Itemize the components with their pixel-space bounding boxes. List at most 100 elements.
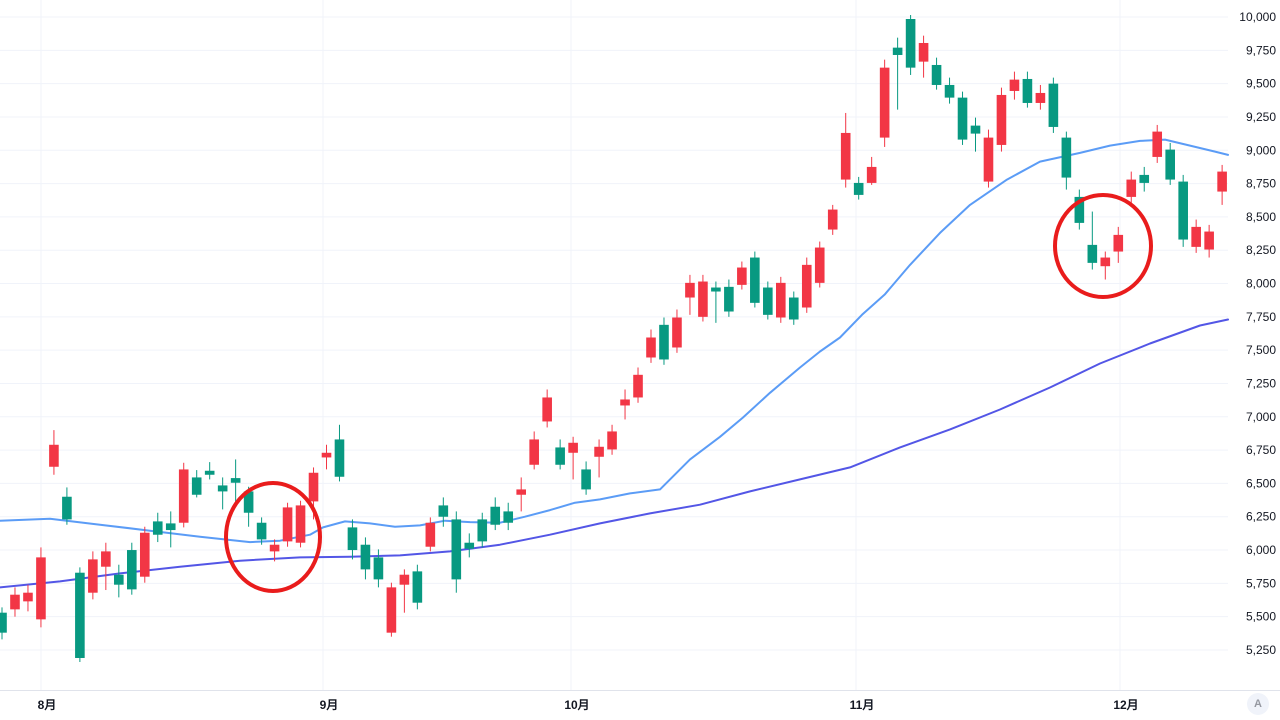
candle: [114, 564, 124, 598]
candle: [464, 533, 475, 558]
candle: [672, 309, 682, 353]
candle-body: [996, 94, 1007, 145]
time-axis-label: 12月: [1113, 698, 1138, 712]
price-axis-label: 8,750: [1246, 177, 1276, 191]
candle-body: [1100, 257, 1111, 267]
candle: [814, 241, 825, 288]
candles-layer: [0, 15, 1227, 662]
candle-body: [230, 478, 241, 483]
candle-body: [295, 505, 306, 543]
candle-body: [698, 281, 708, 317]
attribution-badge[interactable]: A: [1247, 693, 1269, 715]
candle-body: [49, 444, 59, 467]
price-axis-label: 6,250: [1246, 510, 1276, 524]
candle-body: [178, 469, 189, 523]
candle-body: [1126, 179, 1137, 197]
candle: [373, 549, 384, 588]
candle: [88, 551, 98, 600]
candle: [1217, 164, 1227, 205]
candle-body: [931, 64, 942, 85]
candle: [334, 424, 345, 482]
price-axis-label: 8,250: [1246, 243, 1276, 257]
candle: [633, 367, 643, 403]
candle-body: [204, 470, 215, 475]
candle-body: [1048, 83, 1059, 127]
candle-body: [672, 317, 682, 348]
candle: [918, 35, 929, 78]
price-axis-scale-area[interactable]: [1228, 0, 1280, 690]
candle: [1152, 124, 1163, 163]
time-axis-labels: 8月 9月 10月 11月 12月: [38, 698, 1139, 712]
time-axis-label: 8月: [38, 698, 57, 712]
candle-body: [347, 527, 358, 551]
candle: [1113, 226, 1124, 263]
candle: [127, 542, 137, 595]
candle-body: [659, 324, 669, 360]
candle: [1126, 171, 1137, 203]
candle: [568, 436, 578, 480]
candle-body: [633, 374, 643, 398]
candle: [957, 91, 968, 145]
chart-pan-area[interactable]: [0, 0, 1228, 690]
ma-slow-line[interactable]: [0, 318, 1229, 589]
candle: [101, 542, 111, 591]
candle: [451, 511, 462, 593]
candle-body: [853, 182, 864, 195]
candle-body: [334, 439, 345, 477]
candle-body: [840, 132, 851, 180]
candle-body: [814, 247, 825, 283]
candle: [996, 87, 1007, 152]
highlight-circle[interactable]: [1053, 193, 1153, 299]
candle: [594, 439, 604, 478]
candle: [581, 461, 591, 495]
time-axis-label: 9月: [320, 698, 339, 712]
candle: [62, 487, 72, 525]
candle-body: [568, 442, 578, 453]
candle-body: [503, 511, 514, 523]
candle: [801, 257, 812, 313]
candle-body: [983, 137, 994, 182]
candle: [737, 261, 747, 290]
candle-body: [23, 592, 33, 602]
price-axis-labels: 10,000 9,750 9,500 9,250 9,000 8,750 8,500 8,25…: [1239, 10, 1276, 657]
highlight-circle[interactable]: [224, 481, 322, 593]
candle-body: [1009, 79, 1020, 91]
candle-body: [1061, 137, 1072, 178]
candle: [620, 389, 630, 420]
ma-fast-line[interactable]: [0, 138, 1229, 544]
candle: [1191, 219, 1201, 253]
candle: [438, 497, 449, 527]
candle: [983, 129, 994, 188]
candle-body: [1204, 231, 1214, 250]
candle: [555, 439, 565, 470]
candle-body: [1022, 78, 1033, 103]
time-axis-scale-area[interactable]: [0, 690, 1240, 720]
price-axis-label: 7,250: [1246, 376, 1276, 390]
candle-body: [139, 532, 150, 577]
candle: [152, 512, 163, 543]
price-axis-label: 7,000: [1246, 410, 1276, 424]
candle-body: [944, 84, 955, 98]
candle: [1100, 251, 1111, 280]
candle-body: [529, 439, 539, 465]
price-gridlines: [0, 16, 1228, 651]
candle: [75, 567, 85, 662]
candle-body: [438, 505, 449, 517]
candle-body: [711, 287, 721, 292]
candle-body: [685, 282, 695, 298]
candle: [1204, 224, 1214, 258]
candle: [750, 251, 760, 308]
candle-body: [646, 337, 656, 358]
candle-body: [282, 507, 293, 542]
candle: [646, 329, 656, 363]
price-axis-label: 7,750: [1246, 310, 1276, 324]
candle-body: [905, 18, 916, 68]
candle-body: [788, 297, 799, 320]
candle: [477, 512, 488, 548]
price-axis-label: 8,500: [1246, 210, 1276, 224]
time-axis-label: 11月: [850, 698, 875, 712]
candle-body: [101, 551, 111, 567]
candle: [1165, 142, 1175, 185]
